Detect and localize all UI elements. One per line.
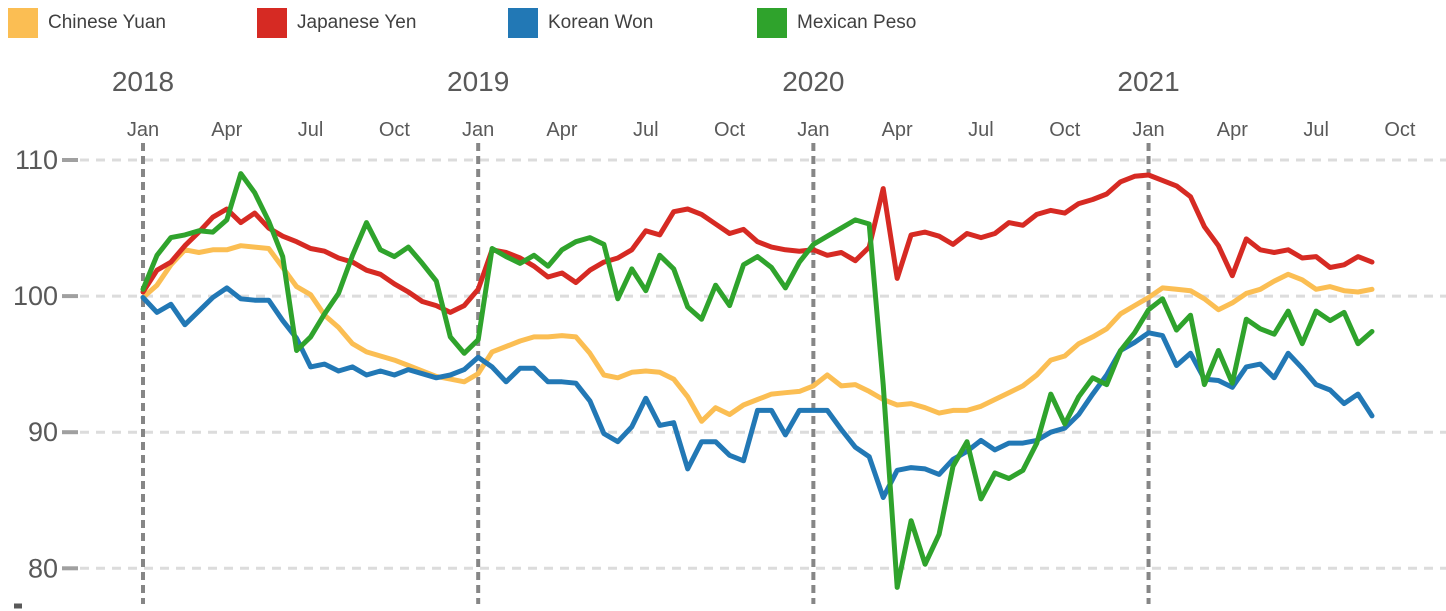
x-axis-month-label: Apr xyxy=(1217,119,1248,141)
series-line-mexican-peso xyxy=(140,171,1375,590)
legend-label-japanese-yen: Japanese Yen xyxy=(297,12,417,33)
x-axis-month-label: Jan xyxy=(462,119,494,141)
x-axis-year-label: 2018 xyxy=(112,66,174,97)
x-axis-month-label: Jul xyxy=(1303,119,1329,141)
x-axis-month-label: Oct xyxy=(379,119,411,141)
x-axis-month-label: Jan xyxy=(1132,119,1164,141)
x-axis-month-label: Oct xyxy=(714,119,746,141)
x-axis-year-label: 2020 xyxy=(782,66,844,97)
x-axis-month-label: Apr xyxy=(882,119,913,141)
x-axis-month-label: Jul xyxy=(633,119,659,141)
legend-item-japanese-yen[interactable]: Japanese Yen xyxy=(257,8,416,38)
legend-item-chinese-yuan[interactable]: Chinese Yuan xyxy=(8,8,166,38)
y-axis-label: 80 xyxy=(28,553,58,583)
x-axis-month-label: Jul xyxy=(968,119,994,141)
japanese-yen-swatch-icon xyxy=(257,8,287,38)
mexican-peso-swatch-icon xyxy=(757,8,787,38)
x-axis-month-label: Apr xyxy=(546,119,577,141)
chinese-yuan-swatch-icon xyxy=(8,8,38,38)
legend-item-korean-won[interactable]: Korean Won xyxy=(508,8,653,38)
legend-item-mexican-peso[interactable]: Mexican Peso xyxy=(757,8,916,38)
legend-label-chinese-yuan: Chinese Yuan xyxy=(48,12,166,33)
legend: Chinese Yuan Japanese Yen Korean Won Mex… xyxy=(0,0,1446,48)
series-line-japanese-yen xyxy=(140,172,1375,315)
y-axis-label: 90 xyxy=(28,417,58,447)
legend-label-mexican-peso: Mexican Peso xyxy=(797,12,917,33)
series-line-korean-won xyxy=(140,285,1375,500)
y-axis-label: 100 xyxy=(13,281,58,311)
series-line-chinese-yuan xyxy=(140,243,1375,424)
x-axis-year-label: 2019 xyxy=(447,66,509,97)
x-axis-month-label: Oct xyxy=(1384,119,1416,141)
y-axis-label: 110 xyxy=(15,145,58,175)
legend-label-korean-won: Korean Won xyxy=(548,12,654,33)
x-axis-month-label: Oct xyxy=(1049,119,1081,141)
korean-won-swatch-icon xyxy=(508,8,538,38)
x-axis-month-label: Jul xyxy=(298,119,324,141)
x-axis-month-label: Jan xyxy=(127,119,159,141)
x-axis-month-label: Jan xyxy=(797,119,829,141)
x-axis-month-label: Apr xyxy=(211,119,242,141)
x-axis-year-label: 2021 xyxy=(1117,66,1179,97)
